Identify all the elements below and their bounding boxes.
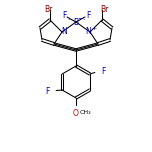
Text: B: B xyxy=(73,18,79,27)
Text: Br: Br xyxy=(44,5,52,14)
Text: O: O xyxy=(73,109,79,117)
Text: .: . xyxy=(82,14,85,22)
Text: Br: Br xyxy=(100,5,108,14)
Text: CH₃: CH₃ xyxy=(79,111,91,116)
Text: .: . xyxy=(67,14,70,22)
Text: N: N xyxy=(85,28,91,36)
Text: F: F xyxy=(102,67,106,76)
Text: F: F xyxy=(62,12,66,21)
Text: F: F xyxy=(86,12,90,21)
Text: N: N xyxy=(61,28,67,36)
Text: −: − xyxy=(77,16,83,22)
Text: +: + xyxy=(91,26,97,31)
Text: F: F xyxy=(45,86,49,95)
